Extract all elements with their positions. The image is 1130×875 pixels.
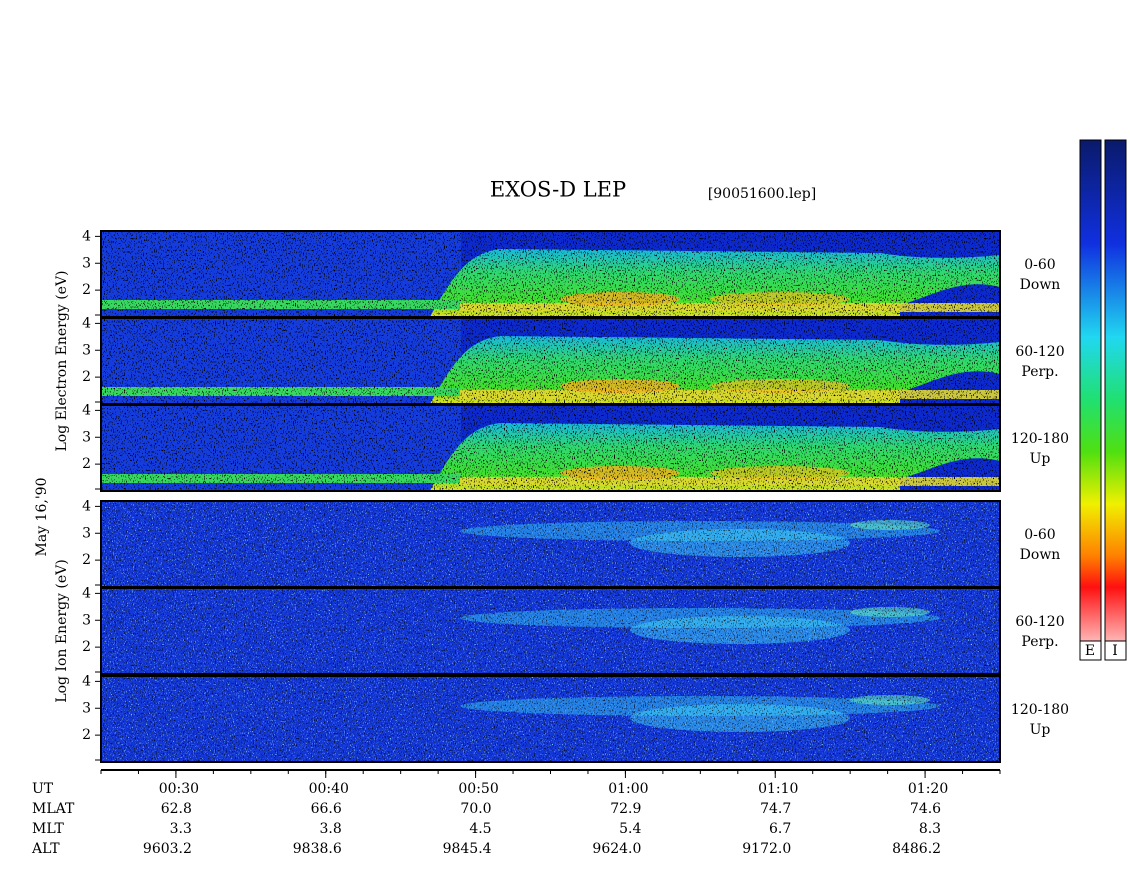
- angle-label: 120-180: [1011, 702, 1069, 718]
- angle-label: 0-60: [1024, 257, 1055, 273]
- x-tick-label: 00:30: [159, 781, 199, 797]
- ephemeris-value: 3.3: [170, 821, 192, 837]
- direction-label: Up: [1030, 722, 1051, 738]
- row-label: MLAT: [32, 801, 75, 817]
- y-tick-label: 4: [82, 673, 91, 689]
- y-tick-label: 3: [82, 342, 91, 358]
- ephemeris-value: 9845.4: [443, 841, 492, 857]
- y-tick-label: 3: [82, 700, 91, 716]
- y-tick-label: 2: [82, 282, 91, 298]
- panel-frame: [100, 404, 1001, 492]
- y-tick-label: 2: [82, 727, 91, 743]
- row-label: MLT: [32, 821, 64, 837]
- ephemeris-value: 3.8: [319, 821, 341, 837]
- ephemeris-value: 70.0: [460, 801, 491, 817]
- ephemeris-value: 6.7: [769, 821, 791, 837]
- noise: [101, 588, 1000, 674]
- direction-label: Up: [1030, 451, 1051, 467]
- noise: [101, 501, 1000, 587]
- y-tick-label: 4: [82, 498, 91, 514]
- title: EXOS-D LEP: [490, 178, 626, 202]
- colorbars: E I: [1079, 139, 1127, 661]
- direction-label: Down: [1020, 547, 1061, 563]
- colorbar-label: E: [1085, 643, 1095, 659]
- y-tick-label: 4: [82, 315, 91, 331]
- direction-label: Perp.: [1021, 634, 1058, 650]
- y-tick-label: 3: [82, 429, 91, 445]
- colorbar-label: I: [1112, 643, 1118, 659]
- ephemeris-value: 8.3: [919, 821, 941, 837]
- y-tick-label: 3: [82, 255, 91, 271]
- y-tick-label: 4: [82, 228, 91, 244]
- panel-frame: [100, 587, 1001, 675]
- y-tick-label: 2: [82, 639, 91, 655]
- noise: [101, 318, 1000, 404]
- x-tick-label: 00:50: [458, 781, 498, 797]
- ephemeris-value: 5.4: [619, 821, 641, 837]
- noise: [101, 405, 1000, 491]
- direction-label: Down: [1020, 277, 1061, 293]
- y-tick-label: 3: [82, 612, 91, 628]
- colorbar-e: [1079, 139, 1102, 661]
- ion-ylabel: Log Ion Energy (eV): [54, 559, 70, 702]
- row-label: UT: [32, 781, 54, 797]
- ephemeris-value: 62.8: [161, 801, 192, 817]
- ephemeris-value: 74.7: [760, 801, 791, 817]
- x-tick-label: 01:10: [758, 781, 798, 797]
- y-tick-label: 2: [82, 369, 91, 385]
- y-tick-label: 4: [82, 402, 91, 418]
- row-label: ALT: [31, 841, 60, 857]
- colorbar-i: [1104, 139, 1127, 661]
- ephemeris-value: 4.5: [469, 821, 491, 837]
- colorbar-box: [1104, 640, 1127, 661]
- angle-label: 60-120: [1015, 344, 1064, 360]
- x-tick-label: 01:20: [908, 781, 948, 797]
- electron-ylabel: Log Electron Energy (eV): [54, 270, 70, 451]
- ephemeris-value: 9172.0: [742, 841, 791, 857]
- ephemeris-value: 8486.2: [892, 841, 941, 857]
- ephemeris-value: 9838.6: [293, 841, 342, 857]
- colorbar-box: [1079, 640, 1102, 661]
- angle-label: 0-60: [1024, 527, 1055, 543]
- ephemeris-value: 72.9: [610, 801, 641, 817]
- spectrograms: [101, 231, 1000, 762]
- panel-frame: [100, 675, 1001, 763]
- date-label: May 16,'90: [34, 478, 50, 557]
- direction-label: Perp.: [1021, 364, 1058, 380]
- x-tick-label: 00:40: [309, 781, 349, 797]
- y-tick-label: 2: [82, 456, 91, 472]
- angle-label: 60-120: [1015, 614, 1064, 630]
- x-tick-label: 01:00: [608, 781, 648, 797]
- y-tick-label: 3: [82, 525, 91, 541]
- y-tick-label: 2: [82, 552, 91, 568]
- ephemeris-value: 9603.2: [143, 841, 192, 857]
- noise: [101, 676, 1000, 762]
- ephemeris-value: 9624.0: [592, 841, 641, 857]
- ephemeris-value: 74.6: [910, 801, 941, 817]
- angle-label: 120-180: [1011, 431, 1069, 447]
- ephemeris-value: 66.6: [311, 801, 342, 817]
- noise: [101, 231, 1000, 317]
- file-name: [90051600.lep]: [708, 186, 816, 202]
- y-tick-label: 4: [82, 585, 91, 601]
